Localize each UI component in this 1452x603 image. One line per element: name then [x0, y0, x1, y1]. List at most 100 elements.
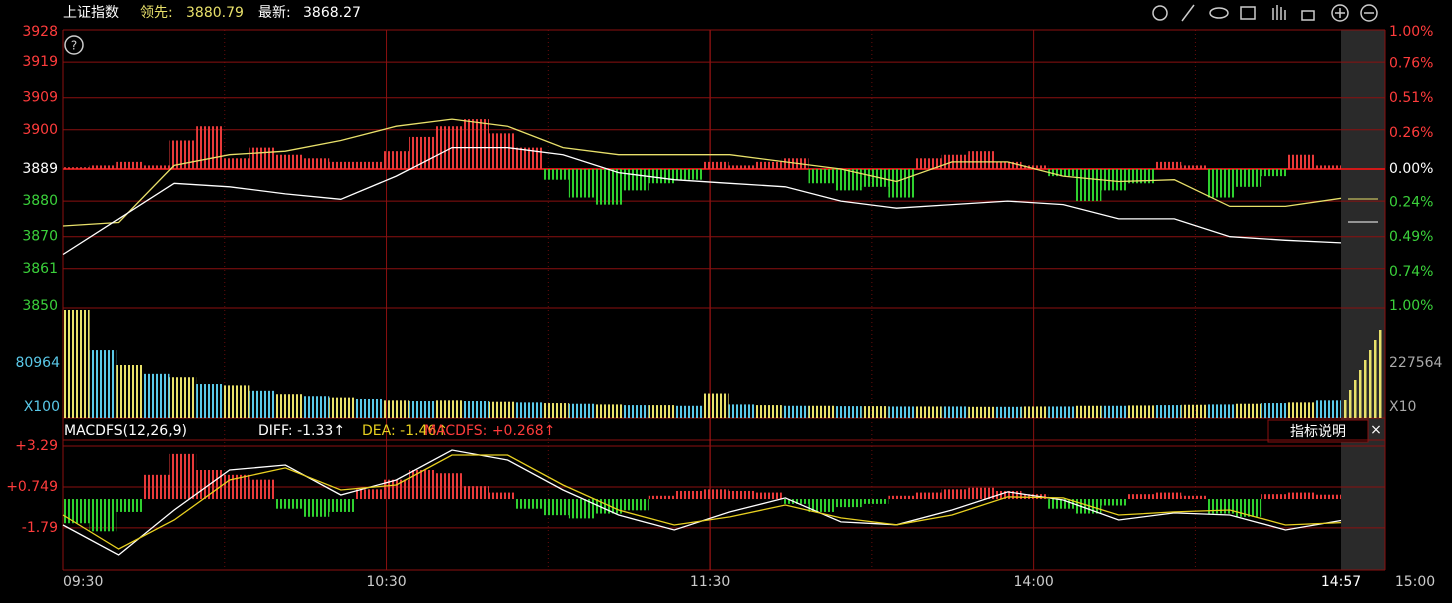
lead-bar [1207, 169, 1235, 198]
lead-bar [595, 169, 623, 205]
lead-bar [675, 169, 702, 180]
macd-bar [355, 489, 383, 500]
lead-bar [1048, 169, 1075, 177]
lead-bar [302, 158, 330, 169]
macd-bar [329, 499, 356, 512]
macd-bar [1234, 499, 1262, 517]
y-tick-label: 3889 [22, 161, 58, 177]
macd-bar [1101, 499, 1128, 506]
macd-bar [1207, 499, 1235, 514]
y2-tick-label: 0.49% [1389, 229, 1433, 245]
volume-bar [1207, 404, 1235, 418]
macd-bar [941, 489, 969, 500]
volume-bar [808, 405, 836, 418]
tail-volume-bar [1379, 329, 1382, 418]
macd-bar [622, 499, 649, 511]
lead-value: 3880.79 [186, 5, 244, 21]
volume-bar [435, 400, 463, 418]
y2-unit-label: X10 [1389, 399, 1416, 415]
lead-bar [968, 151, 995, 169]
macd-bar [994, 490, 1022, 500]
settings-icon[interactable] [1152, 5, 1168, 21]
y2-tick-label: 0.00% [1389, 161, 1433, 177]
series-line [62, 454, 1342, 550]
macd-bar [728, 490, 756, 500]
volume-bar [462, 401, 489, 418]
volume-bar [169, 377, 197, 418]
macd-bar [382, 479, 410, 500]
y-tick-label: 3870 [22, 229, 58, 245]
macd-bar [1128, 494, 1155, 500]
indicator-button[interactable] [1267, 419, 1369, 443]
volume-bar [329, 397, 356, 418]
macd-bar [276, 499, 303, 509]
lead-bar [1234, 169, 1262, 187]
help-icon[interactable] [64, 35, 84, 55]
macd-bar [888, 495, 915, 500]
lead-bar [1314, 165, 1341, 169]
macd-bar [515, 499, 543, 509]
volume-bar [116, 365, 143, 418]
macd-bar [63, 499, 90, 524]
pen-icon[interactable] [1181, 4, 1195, 22]
volume-bar [302, 396, 330, 418]
volume-bar [781, 405, 809, 418]
lead-bar [89, 165, 117, 169]
volume-bar [63, 309, 90, 418]
macd-bar [409, 470, 436, 500]
volume-bar [142, 373, 170, 418]
lead-bar [1101, 169, 1128, 191]
volume-bar [222, 385, 250, 418]
toolbar [1152, 4, 1378, 22]
help-icon-text: ? [71, 39, 77, 53]
y2-tick-label: 0.24% [1389, 194, 1433, 210]
tail-volume-bar [1369, 349, 1372, 418]
volume-bar [542, 403, 569, 418]
volume-bar [1074, 405, 1102, 418]
y-tick-label: +0.749 [6, 479, 58, 495]
y-tick-label: -1.79 [22, 520, 58, 536]
macd-bar [435, 473, 463, 500]
volume-bar [1234, 403, 1262, 418]
eye-icon[interactable] [1209, 7, 1229, 19]
lead-bar [622, 169, 649, 191]
macd-label: DEA: -1.46↑ [362, 423, 448, 439]
y2-tick-label: 0.26% [1389, 125, 1433, 141]
volume-bar [1261, 403, 1288, 418]
volume-bar [515, 402, 543, 418]
volume-bar [968, 406, 995, 418]
time-label: 11:30 [690, 574, 730, 590]
box-icon[interactable] [1240, 6, 1256, 20]
macd-bar [568, 499, 596, 519]
lead-bar [409, 136, 436, 169]
lead-bar [542, 169, 569, 180]
close-time-label: 15:00 [1395, 574, 1435, 590]
lock-icon[interactable] [1301, 10, 1315, 21]
tail-volume-bar [1364, 359, 1367, 418]
lead-bar [276, 154, 303, 169]
macd-bar [1048, 499, 1075, 509]
macd-bar [648, 495, 676, 500]
lead-bar [515, 147, 543, 169]
y2-tick-label: 0.74% [1389, 264, 1433, 280]
lead-bar [249, 147, 276, 169]
lead-bar [382, 151, 410, 169]
lead-bar [835, 169, 862, 191]
zoom-out-icon[interactable] [1360, 4, 1378, 22]
close-button[interactable]: × [1370, 422, 1382, 438]
volume-bar [1128, 405, 1155, 418]
y2-tick-label: 227564 [1389, 355, 1443, 371]
zoom-in-icon[interactable] [1331, 4, 1349, 22]
lead-bar [489, 133, 516, 169]
macd-bar [702, 489, 729, 500]
y-tick-label: 3880 [22, 193, 58, 209]
time-label: 09:30 [63, 574, 103, 590]
lead-bar [702, 161, 729, 169]
lead-bar [1021, 165, 1049, 169]
hand-icon[interactable] [1272, 5, 1286, 20]
lead-bar [1181, 165, 1208, 169]
macd-bar [968, 487, 995, 500]
lead-label: 领先: [140, 5, 173, 21]
macd-bar [462, 486, 489, 500]
volume-bar [249, 390, 276, 418]
